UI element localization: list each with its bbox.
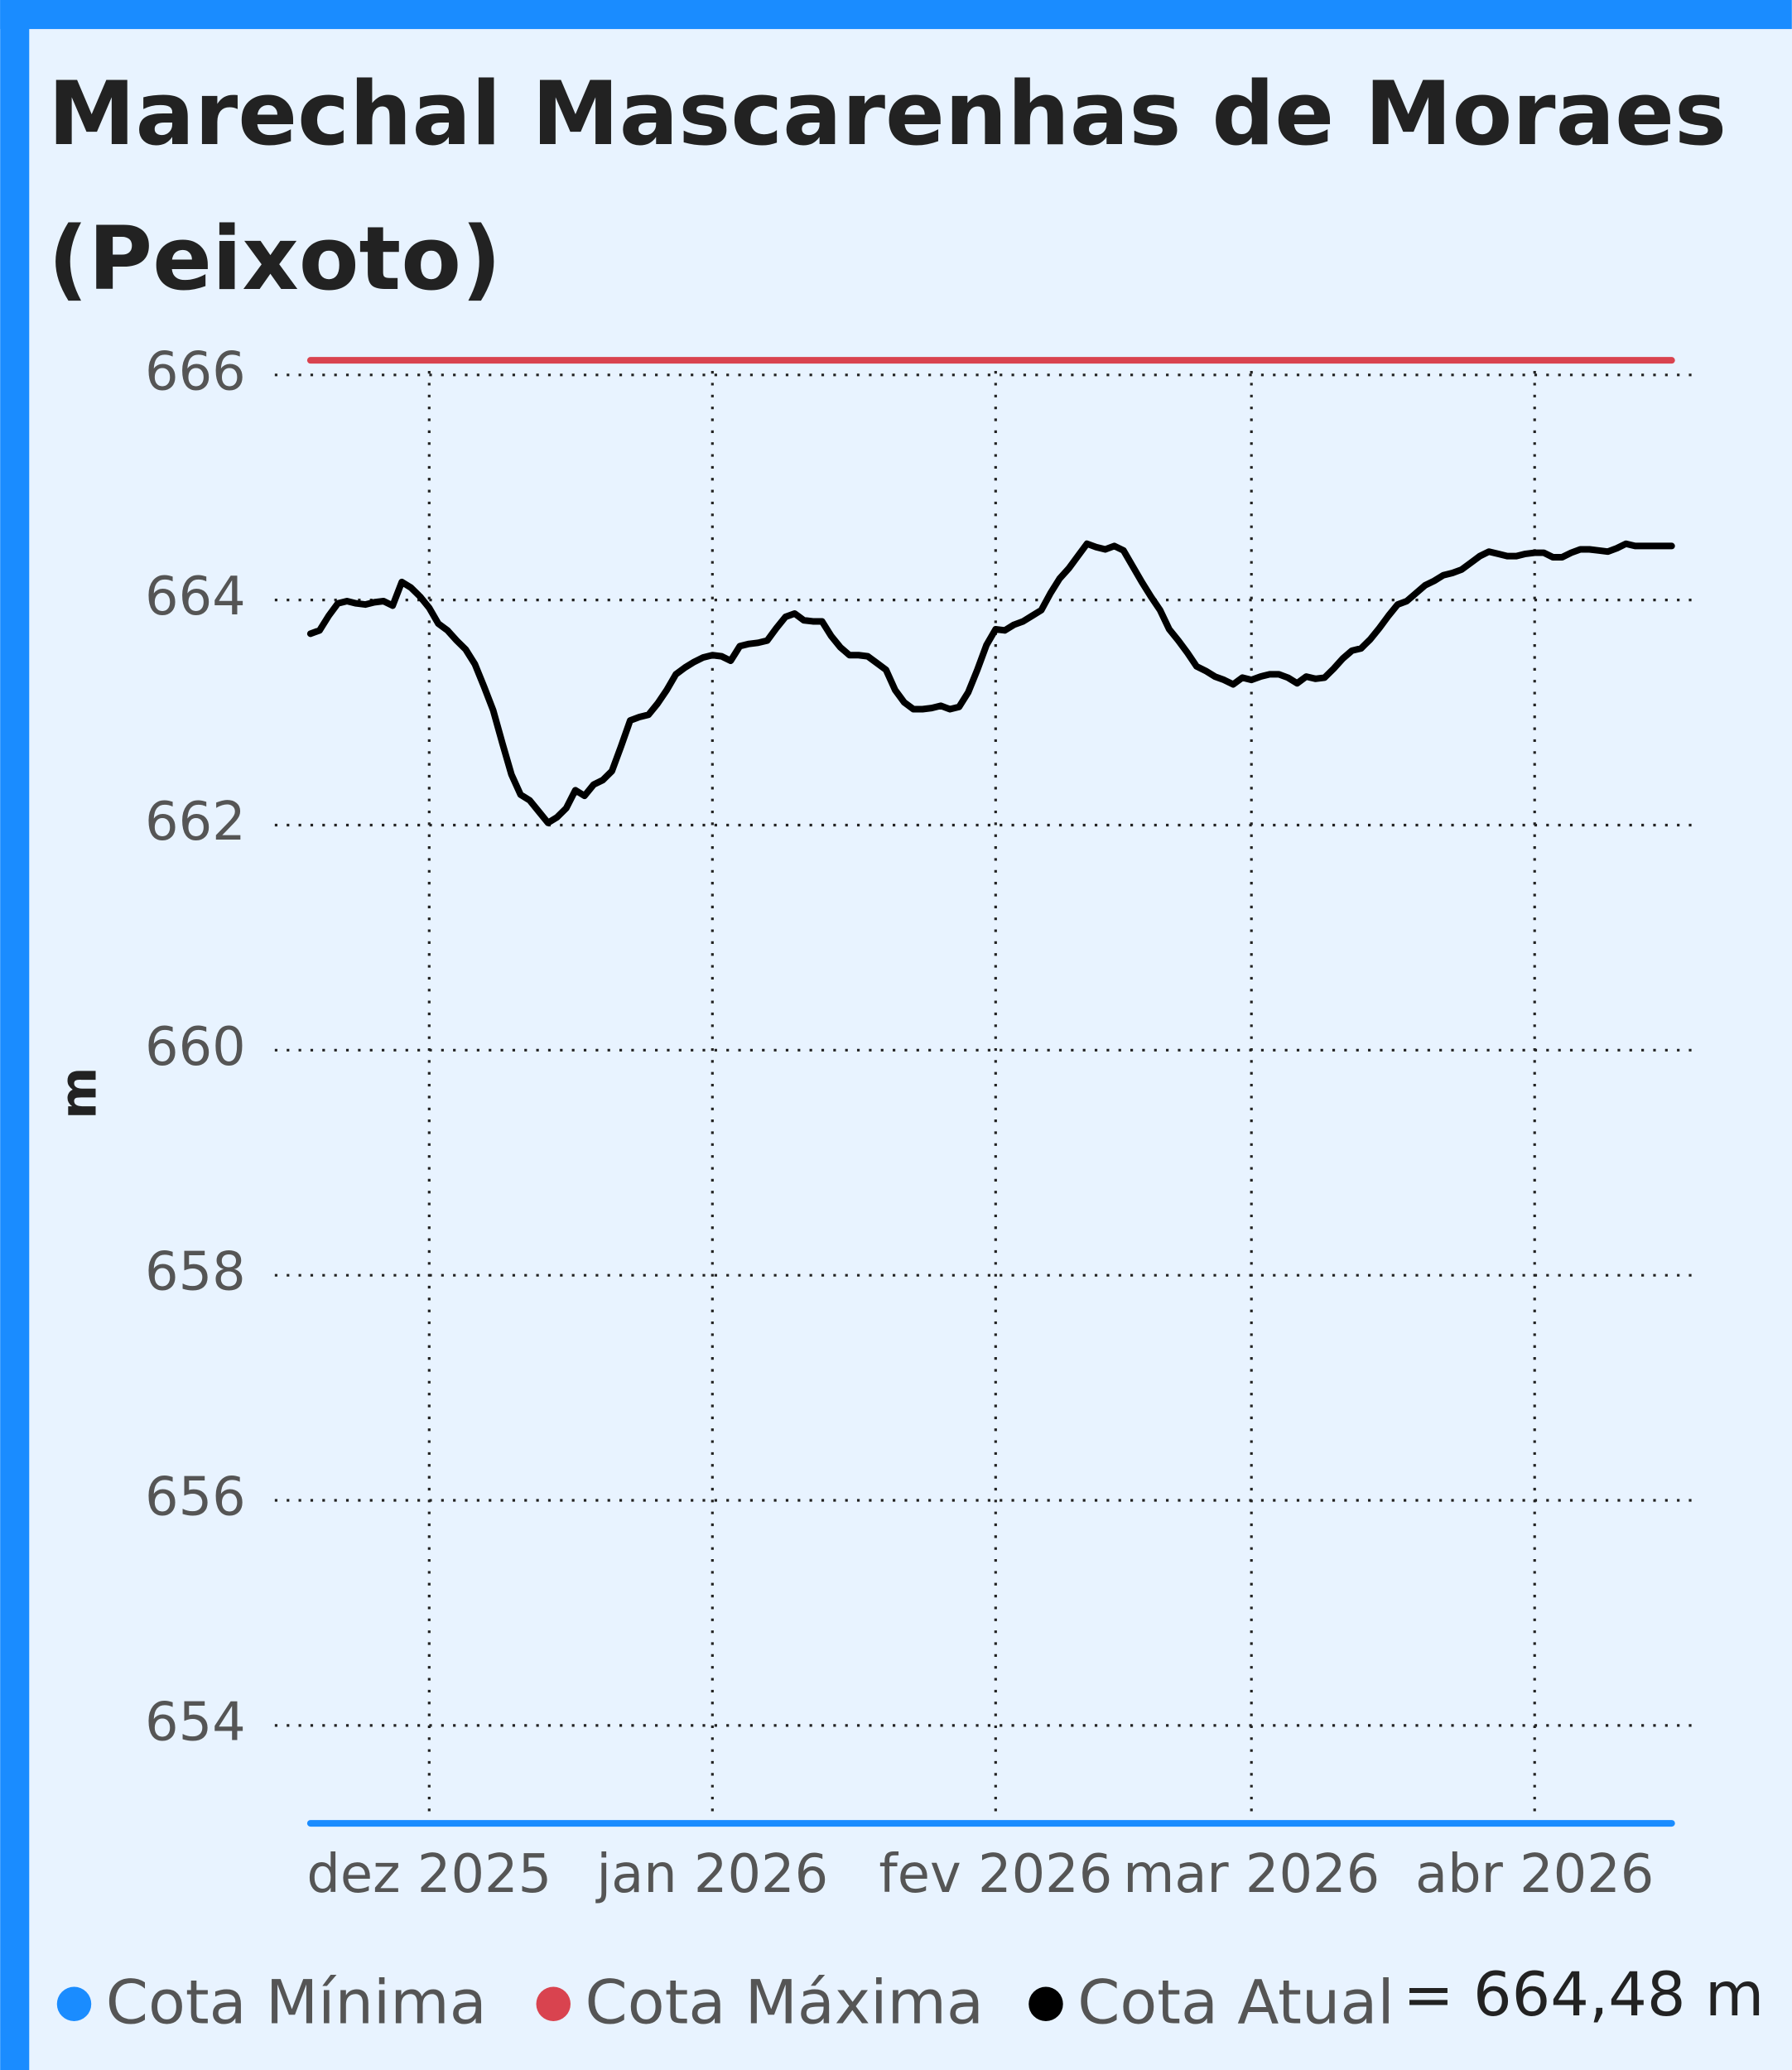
chart-title: Marechal Mascarenhas de Moraes (Peixoto): [48, 63, 1727, 310]
x-tick-label: mar 2026: [1123, 1844, 1380, 1905]
y-tick-label: 654: [145, 1692, 246, 1753]
legend-label: Cota Mínima: [106, 1967, 487, 2038]
x-tick-label: dez 2025: [306, 1844, 552, 1905]
data-line: [306, 540, 1675, 826]
x-tick-label: jan 2026: [595, 1844, 828, 1905]
y-axis-label: m: [51, 1067, 108, 1119]
y-tick-label: 656: [145, 1467, 246, 1528]
current-value: = 664,48 m: [1403, 1960, 1764, 2030]
left-border: [0, 0, 30, 2070]
x-tick-label: abr 2026: [1415, 1844, 1654, 1905]
legend-marker: [1028, 1986, 1063, 2022]
y-tick-label: 666: [145, 341, 246, 402]
y-tick-label: 662: [145, 792, 246, 853]
legend-label: Cota Máxima: [585, 1967, 984, 2038]
y-tick-label: 660: [145, 1017, 246, 1078]
legend-label: Cota Atual: [1077, 1967, 1394, 2038]
y-tick-label: 658: [145, 1242, 246, 1303]
legend-marker: [56, 1986, 92, 2022]
legend-marker: [536, 1986, 571, 2022]
top-border: [0, 0, 1792, 30]
y-tick-label: 664: [145, 566, 246, 628]
x-tick-label: fev 2026: [879, 1844, 1112, 1905]
